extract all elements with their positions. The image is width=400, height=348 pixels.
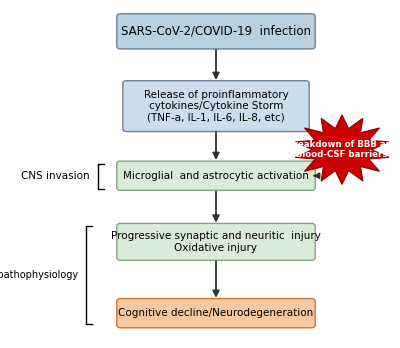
FancyBboxPatch shape	[117, 299, 315, 328]
FancyBboxPatch shape	[117, 161, 315, 190]
Text: Microglial  and astrocytic activation: Microglial and astrocytic activation	[123, 171, 309, 181]
Text: Release of proinflammatory
cytokines/Cytokine Storm
(TNF-a, IL-1, IL-6, IL-8, et: Release of proinflammatory cytokines/Cyt…	[144, 89, 288, 123]
FancyBboxPatch shape	[123, 81, 309, 132]
Text: Breakdown of BBB and
blood-CSF barriers: Breakdown of BBB and blood-CSF barriers	[286, 140, 398, 159]
FancyBboxPatch shape	[117, 223, 315, 260]
Text: Progressive synaptic and neuritic  injury
Oxidative injury: Progressive synaptic and neuritic injury…	[111, 231, 321, 253]
Text: CNS invasion: CNS invasion	[21, 171, 90, 181]
Text: CNS pathophysiology: CNS pathophysiology	[0, 270, 78, 280]
Text: SARS-CoV-2/COVID-19  infection: SARS-CoV-2/COVID-19 infection	[121, 25, 311, 38]
FancyBboxPatch shape	[117, 14, 315, 49]
Polygon shape	[295, 115, 389, 184]
Text: Cognitive decline/Neurodegeneration: Cognitive decline/Neurodegeneration	[118, 308, 314, 318]
